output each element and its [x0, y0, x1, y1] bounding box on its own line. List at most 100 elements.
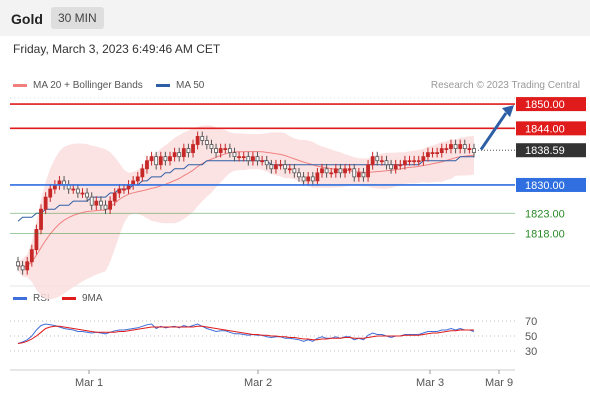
- candle-body: [108, 200, 113, 210]
- candle-body: [246, 156, 251, 162]
- candle-body: [458, 144, 463, 149]
- candle-body: [227, 148, 232, 154]
- legend-rsi-label: RSI: [33, 293, 50, 304]
- candle-body: [435, 152, 440, 155]
- candle-body: [29, 249, 34, 263]
- rsi-swatch: [13, 297, 27, 300]
- candle-body: [324, 168, 329, 174]
- candle-body: [315, 172, 320, 182]
- candle-body: [39, 208, 43, 230]
- candle-body: [181, 148, 186, 158]
- candle-body: [403, 160, 407, 166]
- credit-text: Research © 2023 Trading Central: [430, 80, 580, 91]
- candle-body: [343, 168, 347, 174]
- candle-body: [426, 152, 430, 158]
- last-price-label: 1838.59: [525, 145, 565, 157]
- candle-body: [310, 176, 315, 182]
- title-bar: Gold 30 MIN: [0, 0, 590, 36]
- x-tick-label: Mar 2: [244, 377, 272, 389]
- ma20-line: [17, 151, 475, 269]
- candle-body: [140, 168, 145, 178]
- x-tick-label: Mar 3: [416, 377, 444, 389]
- candle-body: [251, 156, 255, 162]
- timestamp: Friday, March 3, 2023 6:49:46 AM CET: [13, 42, 221, 56]
- candle-body: [255, 156, 260, 162]
- candle-body: [168, 156, 172, 162]
- candle-body: [214, 148, 218, 154]
- candle-body: [117, 188, 122, 194]
- candle-body: [430, 152, 435, 155]
- candle-body: [384, 160, 389, 166]
- candle-body: [283, 164, 288, 170]
- candle-body: [89, 196, 94, 206]
- rsi-tick-label: 50: [525, 331, 537, 343]
- candle-body: [320, 168, 324, 174]
- candle-body: [154, 156, 159, 166]
- candle-body: [416, 160, 421, 163]
- candle-body: [366, 164, 370, 178]
- candle-body: [356, 172, 361, 178]
- candle-body: [43, 196, 48, 210]
- legend-ma20: MA 20 + Bollinger Bands: [13, 80, 143, 91]
- candle-body: [306, 176, 311, 182]
- candle-body: [241, 156, 246, 159]
- level-tag: [516, 121, 586, 136]
- candle-body: [237, 156, 241, 159]
- candle-body: [462, 144, 467, 149]
- candle-body: [80, 192, 85, 195]
- candle-body: [379, 160, 384, 163]
- legend-rsi-ma: 9MA: [62, 293, 103, 304]
- rsi-tick-label: 30: [525, 346, 537, 358]
- candle-body: [158, 156, 163, 166]
- candle-body: [25, 261, 30, 271]
- forecast-arrow-shaft: [479, 112, 508, 151]
- rsi-ma-swatch: [62, 297, 76, 300]
- candle-body: [407, 160, 412, 163]
- level-tag: [516, 97, 586, 112]
- candle-body: [269, 164, 274, 170]
- candle-body: [204, 140, 209, 145]
- candle-body: [352, 168, 357, 178]
- instrument-name: Gold: [11, 11, 43, 27]
- candle-body: [278, 164, 283, 167]
- candle-body: [103, 204, 108, 210]
- candle-body: [287, 168, 292, 171]
- candle-body: [122, 188, 126, 191]
- rsi-tick-label: 70: [525, 316, 537, 328]
- ma50-line: [17, 156, 474, 222]
- candle-body: [71, 188, 76, 191]
- candle-body: [274, 164, 278, 170]
- candle-body: [20, 265, 25, 271]
- candle-body: [393, 164, 398, 170]
- level-label: 1850.00: [525, 99, 565, 111]
- candle-body: [163, 156, 168, 162]
- candle-body: [297, 172, 301, 178]
- candle-body: [112, 192, 117, 202]
- candle-body: [94, 200, 99, 206]
- candle-body: [135, 176, 140, 182]
- legend-rsi: RSI: [13, 293, 50, 304]
- candle-body: [260, 160, 265, 163]
- x-tick-label: Mar 1: [75, 377, 103, 389]
- candle-body: [370, 156, 375, 166]
- candle-body: [292, 168, 297, 174]
- interval-button[interactable]: 30 MIN: [51, 7, 104, 29]
- candle-body: [223, 148, 228, 150]
- candle-body: [218, 148, 223, 154]
- level-tag: [516, 177, 586, 192]
- candle-body: [209, 144, 214, 149]
- candle-body: [264, 160, 269, 166]
- candle-body: [195, 136, 200, 145]
- candle-body: [449, 144, 453, 149]
- level-label: 1823.00: [525, 208, 565, 220]
- level-label: 1844.00: [525, 123, 565, 135]
- candle-body: [34, 229, 39, 251]
- candle-body: [172, 152, 177, 158]
- candle-body: [301, 176, 306, 182]
- x-tick-label: Mar 9: [485, 377, 513, 389]
- candle-body: [186, 148, 191, 154]
- bollinger-band: [18, 125, 474, 300]
- candle-body: [444, 148, 449, 150]
